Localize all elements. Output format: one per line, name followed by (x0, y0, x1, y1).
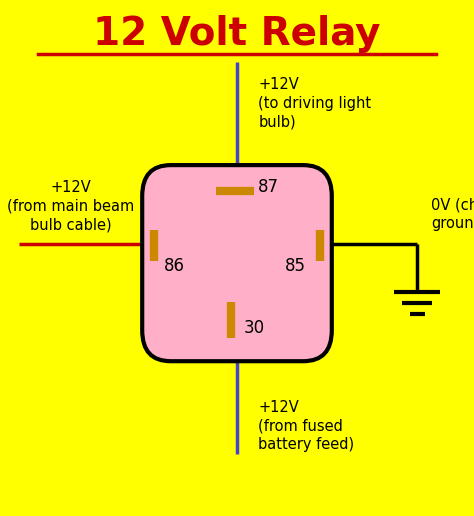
FancyBboxPatch shape (142, 165, 332, 361)
Text: 12 Volt Relay: 12 Volt Relay (93, 14, 381, 53)
Text: 87: 87 (258, 178, 279, 196)
Text: 85: 85 (284, 257, 305, 275)
Text: 0V (chassis
ground): 0V (chassis ground) (431, 197, 474, 231)
Text: +12V
(from fused
battery feed): +12V (from fused battery feed) (258, 399, 355, 452)
Text: 86: 86 (164, 257, 184, 275)
Text: +12V
(to driving light
bulb): +12V (to driving light bulb) (258, 77, 372, 130)
Text: +12V
(from main beam
bulb cable): +12V (from main beam bulb cable) (8, 180, 135, 233)
Text: 30: 30 (244, 319, 265, 336)
